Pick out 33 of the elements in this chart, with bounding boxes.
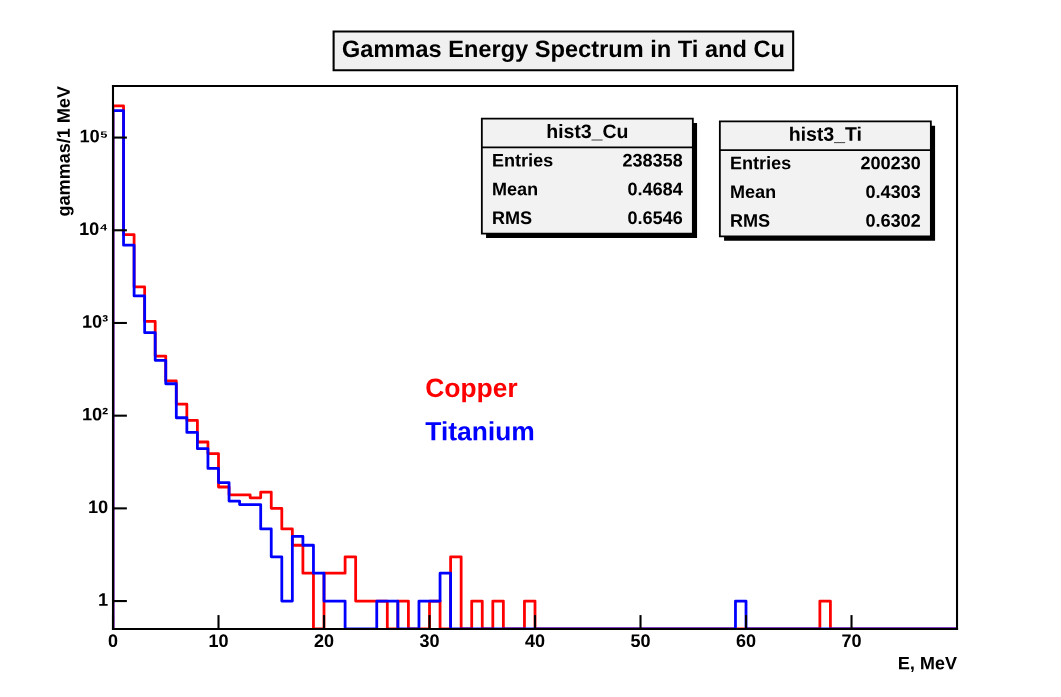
x-tick-label: 50	[631, 634, 650, 648]
y-tick-label: 10⁴	[80, 222, 108, 236]
x-tick-label: 0	[108, 634, 118, 648]
annotation: RMS	[731, 214, 770, 227]
annotation: hist3_Ti	[790, 126, 861, 144]
y-tick-label: 10²	[83, 407, 108, 421]
x-tick-label: 20	[314, 634, 334, 648]
x-axis-title: E, MeV	[899, 656, 957, 673]
annotation: RMS	[493, 211, 532, 225]
y-axis-title: gammas/1 MeV	[56, 86, 74, 216]
y-tick-label: 10⁵	[80, 129, 108, 143]
annotation: Mean	[493, 182, 537, 196]
y-tick-label: 1	[99, 593, 108, 606]
annotation: 0.4303	[866, 185, 921, 199]
x-tick-label: 70	[842, 634, 861, 648]
annotation: 200230	[861, 156, 920, 170]
chart-title: Gammas Energy Spectrum in Ti and Cu	[342, 39, 784, 62]
text: Titanium	[425, 421, 534, 441]
x-tick-label: 30	[419, 634, 439, 648]
annotation: Entries	[731, 156, 791, 170]
annotation: hist3_Cu	[547, 123, 628, 141]
y-tick-label: 10	[89, 500, 108, 514]
x-tick-label: 60	[736, 634, 756, 648]
annotation: 0.6302	[866, 214, 921, 227]
x-tick-label: 10	[209, 634, 228, 648]
annotation: Entries	[493, 153, 553, 167]
annotation: 0.6546	[628, 211, 683, 225]
annotation: 0.4684	[628, 182, 683, 196]
annotation: 238358	[623, 153, 683, 167]
y-tick-label: 10³	[83, 315, 108, 328]
text: Copper	[426, 378, 518, 403]
x-tick-label: 40	[525, 634, 545, 648]
annotation: Mean	[731, 185, 776, 199]
